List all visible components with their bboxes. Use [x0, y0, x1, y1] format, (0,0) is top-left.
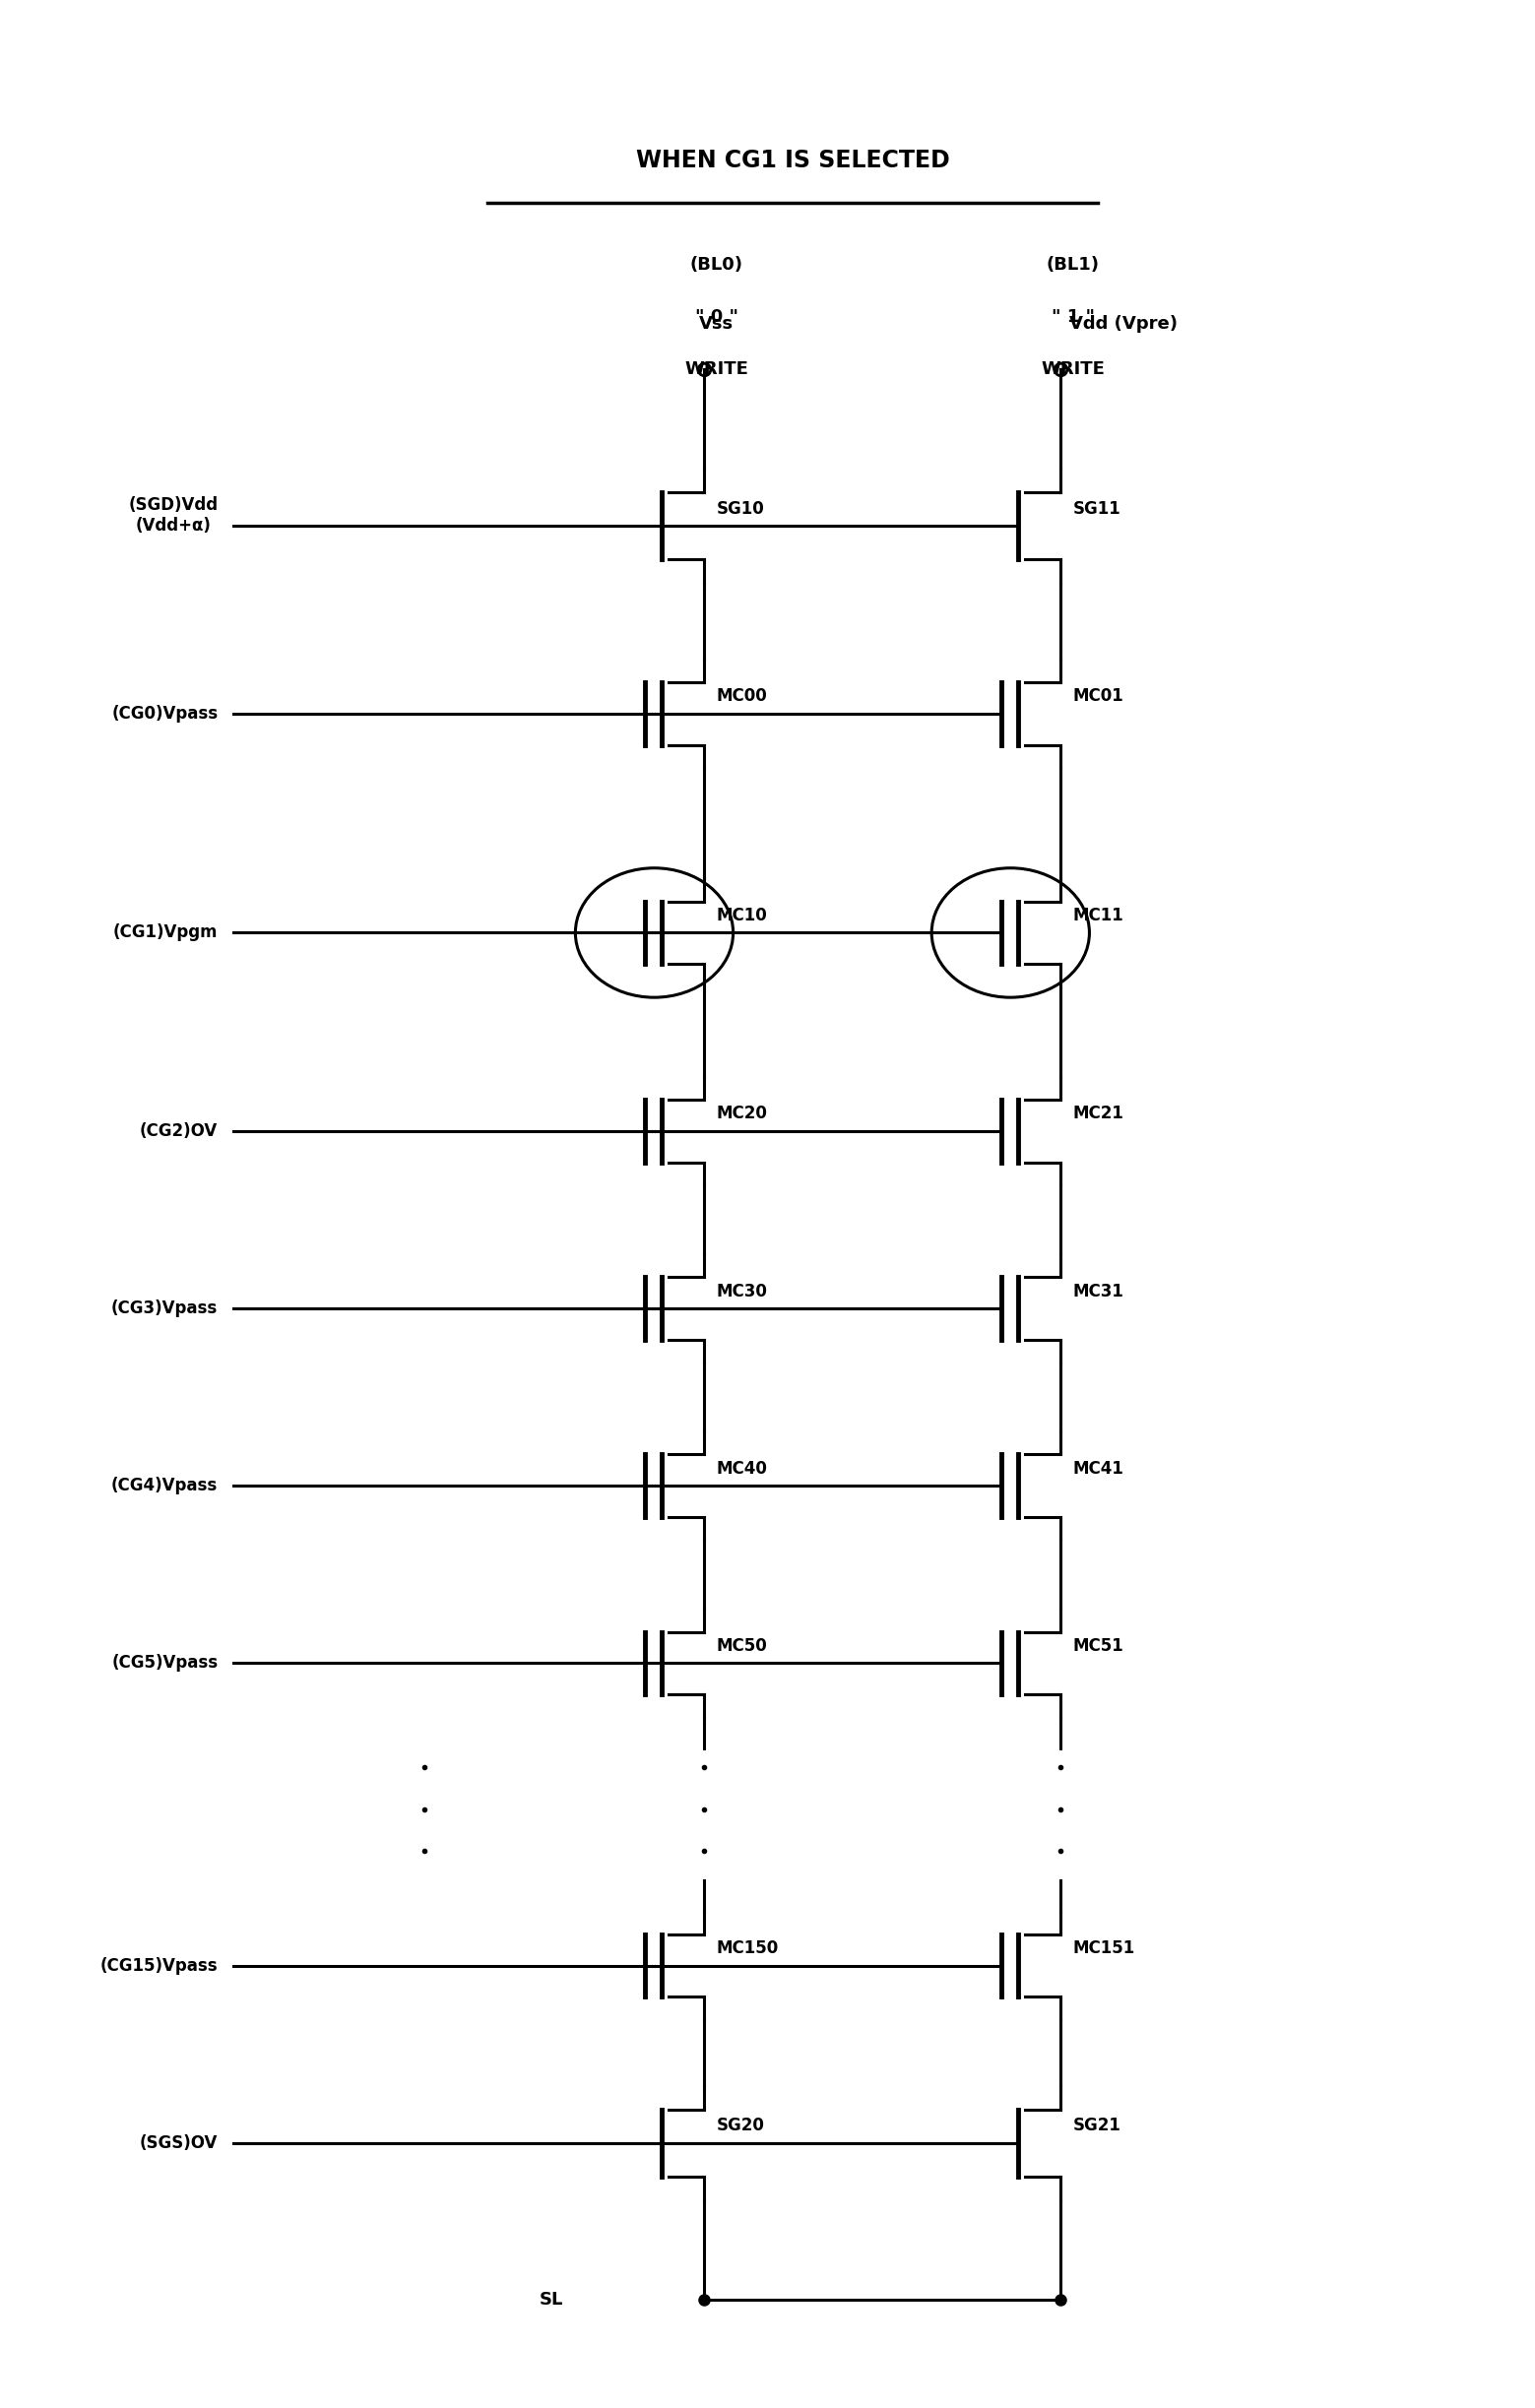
Text: (SGS)OV: (SGS)OV [140, 2133, 218, 2153]
Text: MC10: MC10 [717, 908, 768, 925]
Text: MC41: MC41 [1073, 1459, 1124, 1479]
Text: MC151: MC151 [1073, 1938, 1136, 1958]
Text: MC51: MC51 [1073, 1637, 1124, 1654]
Text: (CG5)Vpass: (CG5)Vpass [112, 1654, 218, 1671]
Text: WRITE: WRITE [685, 361, 749, 378]
Text: " 0 ": " 0 " [695, 308, 738, 325]
Text: SG10: SG10 [717, 501, 764, 518]
Text: MC11: MC11 [1073, 908, 1124, 925]
Text: (BL0): (BL0) [691, 255, 743, 275]
Text: MC40: MC40 [717, 1459, 768, 1479]
Text: (CG4)Vpass: (CG4)Vpass [111, 1476, 218, 1495]
Text: WRITE: WRITE [1041, 361, 1105, 378]
Text: MC20: MC20 [717, 1105, 768, 1122]
Text: (BL1): (BL1) [1047, 255, 1099, 275]
Text: MC31: MC31 [1073, 1283, 1124, 1300]
Text: MC01: MC01 [1073, 689, 1124, 706]
Text: (CG0)Vpass: (CG0)Vpass [112, 706, 218, 722]
Text: (CG15)Vpass: (CG15)Vpass [100, 1958, 218, 1975]
Text: MC30: MC30 [717, 1283, 768, 1300]
Text: SL: SL [539, 2290, 563, 2309]
Text: SG21: SG21 [1073, 2117, 1121, 2136]
Text: MC150: MC150 [717, 1938, 778, 1958]
Text: SG20: SG20 [717, 2117, 764, 2136]
Text: (CG1)Vpgm: (CG1)Vpgm [114, 925, 218, 942]
Text: MC00: MC00 [717, 689, 768, 706]
Text: MC50: MC50 [717, 1637, 768, 1654]
Text: Vss: Vss [700, 315, 734, 332]
Text: MC21: MC21 [1073, 1105, 1124, 1122]
Text: Vdd (Vpre): Vdd (Vpre) [1070, 315, 1177, 332]
Text: (CG2)OV: (CG2)OV [140, 1122, 218, 1139]
Text: (SGD)Vdd
(Vdd+α): (SGD)Vdd (Vdd+α) [127, 496, 218, 535]
Text: " 1 ": " 1 " [1051, 308, 1094, 325]
Text: SG11: SG11 [1073, 501, 1121, 518]
Text: (CG3)Vpass: (CG3)Vpass [111, 1300, 218, 1317]
Text: WHEN CG1 IS SELECTED: WHEN CG1 IS SELECTED [635, 149, 950, 173]
